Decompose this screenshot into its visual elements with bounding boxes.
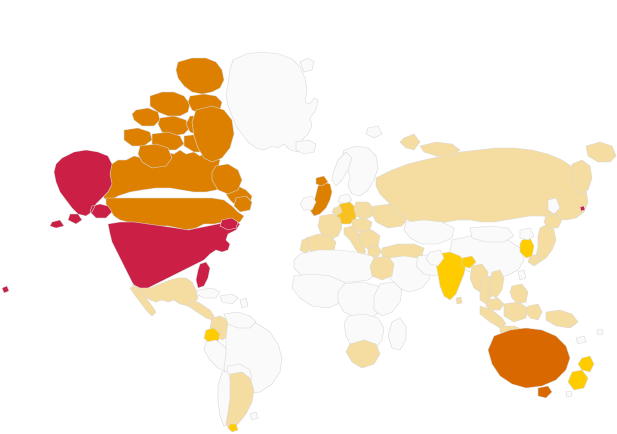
marker-pacific-small[interactable]	[566, 391, 572, 397]
country-venezuela[interactable]	[224, 312, 256, 328]
country-madagascar[interactable]	[388, 318, 406, 350]
country-austria-hungary-region[interactable]	[352, 218, 372, 232]
country-portugal[interactable]	[300, 238, 310, 254]
country-mongolia[interactable]	[470, 226, 514, 242]
country-usa-alaska[interactable]	[50, 150, 112, 228]
country-north-africa[interactable]	[294, 250, 380, 282]
country-canada-south[interactable]	[106, 198, 244, 230]
country-north-korea[interactable]	[520, 228, 534, 240]
country-benelux[interactable]	[332, 206, 342, 216]
country-usa-northeast[interactable]	[220, 218, 238, 230]
country-fiji[interactable]	[597, 329, 603, 335]
country-papua-new-guinea[interactable]	[546, 310, 578, 328]
country-new-zealand-north[interactable]	[578, 356, 594, 372]
country-egypt[interactable]	[370, 256, 394, 280]
country-south-africa[interactable]	[346, 340, 380, 368]
country-indonesia-sulawesi[interactable]	[526, 304, 542, 320]
country-russia-arctic-north[interactable]	[420, 142, 460, 156]
country-svalbard[interactable]	[366, 126, 382, 138]
country-argentina[interactable]	[226, 372, 254, 430]
country-east-africa[interactable]	[374, 282, 402, 316]
country-falklands[interactable]	[250, 412, 258, 420]
country-newfoundland[interactable]	[234, 196, 252, 212]
country-russia-kamchatka[interactable]	[572, 160, 592, 194]
country-cuba[interactable]	[196, 288, 220, 298]
country-arctic-archipelago-5[interactable]	[158, 116, 190, 136]
country-labrador[interactable]	[212, 164, 242, 194]
country-usa-hawaii[interactable]	[2, 286, 9, 293]
country-russia-novaya-zemlya[interactable]	[400, 134, 420, 150]
country-france[interactable]	[318, 214, 342, 240]
country-usa-florida[interactable]	[196, 262, 210, 288]
country-victoria-island[interactable]	[138, 144, 172, 168]
country-philippines[interactable]	[510, 284, 528, 304]
country-arctic-archipelago-2[interactable]	[150, 92, 190, 116]
country-usa-mainland[interactable]	[108, 220, 240, 290]
country-australia[interactable]	[488, 328, 570, 388]
country-tasmania[interactable]	[538, 386, 552, 398]
country-russia-chukotka[interactable]	[586, 142, 616, 162]
country-tierra-del-fuego[interactable]	[228, 424, 238, 432]
country-japan-hokkaido[interactable]	[544, 214, 562, 228]
country-new-zealand-south[interactable]	[568, 370, 588, 390]
country-japan-kyushu[interactable]	[528, 254, 540, 266]
country-arctic-archipelago-1[interactable]	[176, 58, 224, 94]
country-baja-california[interactable]	[130, 286, 156, 316]
country-south-korea[interactable]	[520, 238, 534, 258]
country-greenland-ne-tip[interactable]	[300, 58, 314, 72]
country-malaysia[interactable]	[486, 298, 504, 310]
country-kazakhstan[interactable]	[404, 220, 454, 244]
country-norway-coast[interactable]	[332, 152, 352, 186]
country-hispaniola[interactable]	[220, 294, 238, 304]
country-vietnam[interactable]	[490, 270, 504, 298]
country-arctic-archipelago-4[interactable]	[132, 108, 160, 126]
country-india-northeast[interactable]	[462, 256, 476, 268]
country-poland[interactable]	[354, 202, 374, 220]
country-new-caledonia[interactable]	[576, 336, 586, 344]
country-pakistan[interactable]	[426, 250, 444, 266]
country-caribbean-lesser[interactable]	[240, 298, 248, 308]
country-uk-scotland[interactable]	[316, 176, 328, 186]
country-greece[interactable]	[368, 246, 382, 258]
marker-pacific-island[interactable]	[580, 206, 585, 211]
country-taiwan[interactable]	[518, 270, 526, 280]
country-ireland[interactable]	[300, 196, 316, 210]
country-layer	[2, 52, 616, 432]
country-sri-lanka[interactable]	[456, 297, 462, 304]
country-baffin-island[interactable]	[192, 106, 234, 162]
country-iceland[interactable]	[296, 140, 316, 154]
country-sakhalin[interactable]	[548, 198, 560, 214]
country-india[interactable]	[436, 252, 466, 300]
country-arctic-archipelago-7[interactable]	[124, 128, 152, 146]
